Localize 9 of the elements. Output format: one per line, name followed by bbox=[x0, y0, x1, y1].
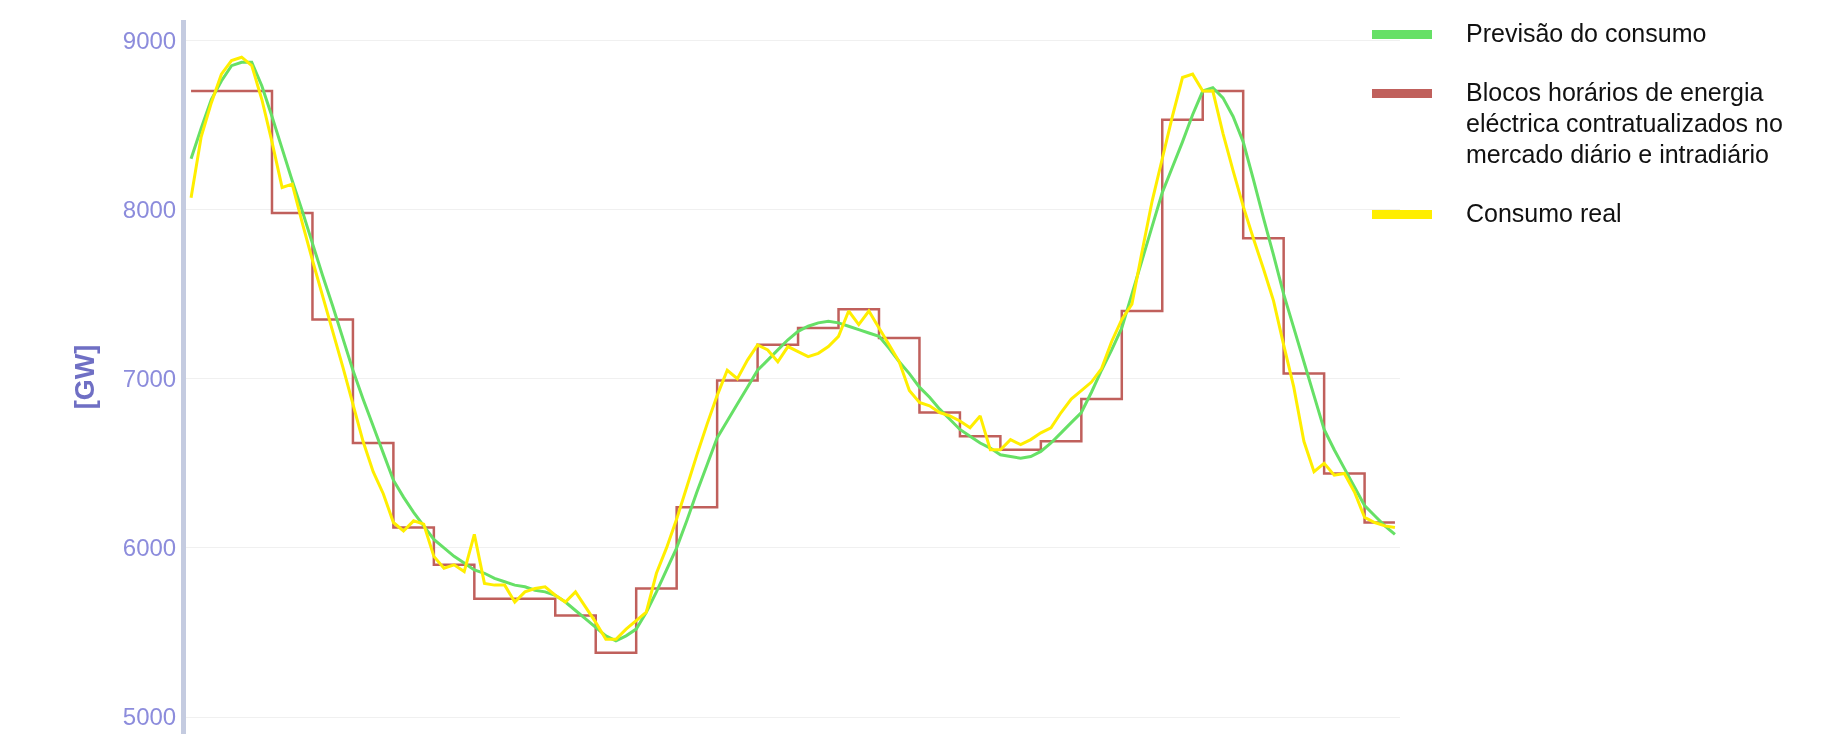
y-tick-label: 7000 bbox=[122, 365, 177, 393]
legend-label: Previsão do consumo bbox=[1466, 18, 1708, 49]
legend-label: Blocos horários de energia eléctrica contratualizados no mercado diário e intradiário bbox=[1466, 77, 1784, 170]
y-tick-label: 6000 bbox=[122, 534, 177, 562]
y-axis-title: [GW] bbox=[69, 344, 100, 410]
y-tick-label: 5000 bbox=[122, 703, 177, 731]
legend-label: Consumo real bbox=[1466, 198, 1623, 229]
y-tick-label: 9000 bbox=[122, 26, 177, 54]
y-tick-label: 8000 bbox=[122, 195, 177, 223]
